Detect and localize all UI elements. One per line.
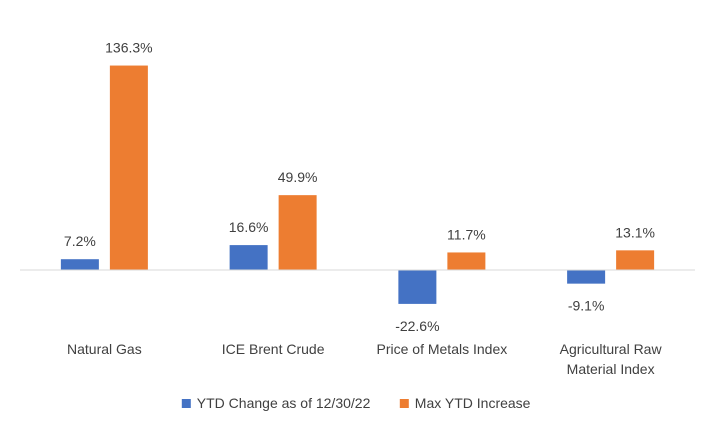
category-label-4-line-2: Material Index <box>567 361 655 377</box>
bar-series1-1 <box>60 259 99 270</box>
legend-swatch-1 <box>181 399 191 408</box>
data-label-series2-1: 136.3% <box>105 40 152 56</box>
category-label-1-line-1: Natural Gas <box>67 341 142 357</box>
bar-series1-2 <box>229 245 268 270</box>
category-label-3: Price of Metals Index <box>377 341 508 357</box>
legend-swatch-2 <box>399 399 409 408</box>
legend: YTD Change as of 12/30/22 Max YTD Increas… <box>181 395 531 411</box>
legend-label-2: Max YTD Increase <box>415 395 531 411</box>
data-label-series1-3: -22.6% <box>395 318 439 334</box>
bars-layer <box>60 65 655 304</box>
category-label-4: Agricultural Raw Material Index <box>560 341 663 377</box>
bar-series1-4 <box>567 270 606 284</box>
bar-series1-3 <box>398 270 437 304</box>
legend-label-1: YTD Change as of 12/30/22 <box>197 395 371 411</box>
bar-series2-4 <box>616 250 655 270</box>
category-label-2-line-1: ICE Brent Crude <box>222 341 325 357</box>
category-label-4-line-1: Agricultural Raw <box>560 341 663 357</box>
data-label-series1-2: 16.6% <box>229 219 269 235</box>
category-label-1: Natural Gas <box>67 341 142 357</box>
data-label-series1-1: 7.2% <box>64 233 96 249</box>
data-label-series1-4: -9.1% <box>568 298 605 314</box>
category-label-3-line-1: Price of Metals Index <box>377 341 508 357</box>
category-labels-layer: Natural Gas ICE Brent Crude Price of Metal… <box>67 341 662 377</box>
bar-series2-3 <box>447 252 486 270</box>
category-label-2: ICE Brent Crude <box>222 341 325 357</box>
bar-series2-1 <box>109 65 148 270</box>
data-label-series2-2: 49.9% <box>278 169 318 185</box>
data-label-series2-4: 13.1% <box>615 224 655 240</box>
bar-series2-2 <box>278 195 317 270</box>
data-labels-layer: 7.2% 136.3% 16.6% 49.9% -22.6% 11.7% -9.1% 13.1… <box>64 40 655 334</box>
data-label-series2-3: 11.7% <box>447 226 486 242</box>
